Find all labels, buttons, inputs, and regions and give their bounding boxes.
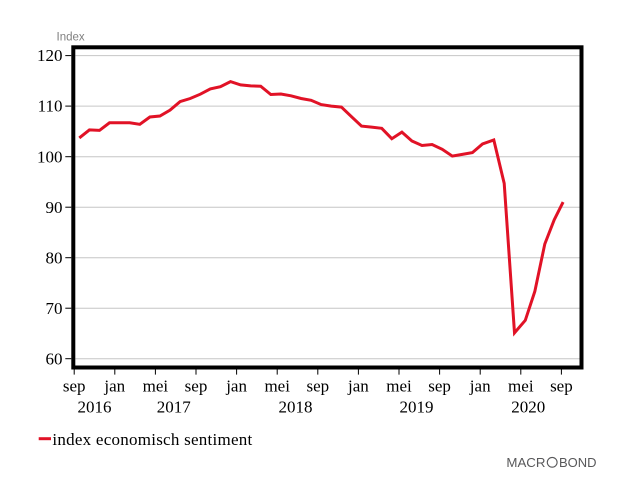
svg-text:jan: jan xyxy=(103,377,125,396)
svg-text:110: 110 xyxy=(38,97,63,116)
svg-text:index economisch sentiment: index economisch sentiment xyxy=(52,430,252,449)
svg-text:2016: 2016 xyxy=(78,398,112,417)
svg-text:BOND: BOND xyxy=(559,455,597,470)
svg-text:sep: sep xyxy=(306,377,329,396)
svg-text:MACR: MACR xyxy=(506,455,545,470)
svg-text:sep: sep xyxy=(428,377,451,396)
svg-text:mei: mei xyxy=(143,377,169,396)
svg-text:mei: mei xyxy=(508,377,534,396)
svg-text:mei: mei xyxy=(386,377,412,396)
svg-text:2017: 2017 xyxy=(157,398,192,417)
svg-text:sep: sep xyxy=(550,377,573,396)
svg-text:2020: 2020 xyxy=(511,398,545,417)
svg-text:jan: jan xyxy=(225,377,247,396)
svg-text:jan: jan xyxy=(347,377,369,396)
svg-text:Index: Index xyxy=(57,32,85,44)
svg-text:sep: sep xyxy=(185,377,208,396)
svg-text:jan: jan xyxy=(469,377,491,396)
svg-text:2018: 2018 xyxy=(279,398,313,417)
svg-text:70: 70 xyxy=(46,299,63,318)
svg-text:60: 60 xyxy=(46,349,63,368)
svg-text:80: 80 xyxy=(46,248,63,267)
svg-text:120: 120 xyxy=(37,46,63,65)
svg-text:mei: mei xyxy=(264,377,290,396)
svg-text:sep: sep xyxy=(63,377,86,396)
svg-text:90: 90 xyxy=(46,198,63,217)
svg-text:2019: 2019 xyxy=(400,398,434,417)
svg-text:100: 100 xyxy=(37,147,63,166)
